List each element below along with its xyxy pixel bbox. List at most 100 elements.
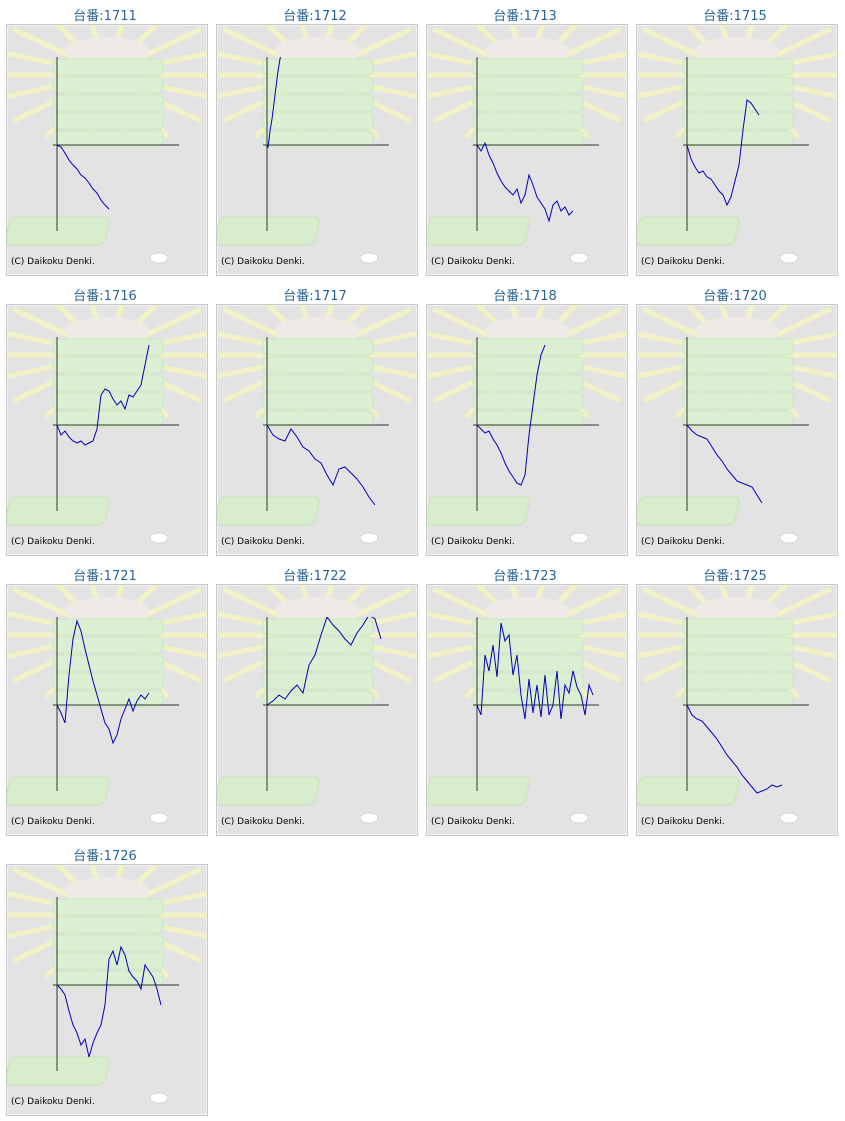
machine-card: 台番:1718 (C) Daikoku Denki. bbox=[420, 280, 630, 560]
tray bbox=[52, 392, 164, 410]
tray bbox=[682, 112, 794, 130]
bottom-tray bbox=[217, 496, 320, 526]
machine-title[interactable]: 台番:1726 bbox=[73, 849, 137, 864]
machine-title[interactable]: 台番:1717 bbox=[283, 289, 347, 304]
tray bbox=[472, 410, 584, 428]
tray bbox=[52, 672, 164, 690]
ball-pile bbox=[65, 317, 149, 345]
tray bbox=[472, 636, 584, 654]
tray bbox=[682, 338, 794, 356]
bottom-tray bbox=[7, 776, 110, 806]
copyright-text: (C) Daikoku Denki. bbox=[641, 257, 725, 267]
tray bbox=[262, 672, 374, 690]
ball-pile bbox=[695, 597, 779, 625]
tray bbox=[472, 618, 584, 636]
background-illustration bbox=[637, 25, 837, 264]
tray bbox=[262, 94, 374, 112]
machine-title[interactable]: 台番:1725 bbox=[703, 569, 767, 584]
tray bbox=[52, 618, 164, 636]
bottom-tray bbox=[217, 776, 320, 806]
background-illustration bbox=[217, 25, 417, 264]
series-line bbox=[56, 945, 162, 1058]
chart-panel: (C) Daikoku Denki. bbox=[426, 24, 628, 276]
background-illustration bbox=[637, 585, 837, 824]
tray bbox=[472, 374, 584, 392]
ball-pile bbox=[485, 317, 569, 345]
line-chart bbox=[637, 25, 837, 264]
series-line bbox=[476, 622, 594, 720]
tray bbox=[472, 654, 584, 672]
machine-card: 台番:1715 (C) Daikoku Denki. bbox=[630, 0, 840, 280]
copyright-text: (C) Daikoku Denki. bbox=[641, 817, 725, 827]
tray bbox=[52, 916, 164, 934]
tray bbox=[682, 374, 794, 392]
tray bbox=[52, 94, 164, 112]
coin-icon bbox=[569, 532, 589, 544]
coin-icon bbox=[779, 532, 799, 544]
line-chart bbox=[7, 305, 207, 544]
bottom-tray bbox=[637, 776, 740, 806]
tray bbox=[682, 76, 794, 94]
machine-title[interactable]: 台番:1711 bbox=[73, 9, 137, 24]
chart-panel: (C) Daikoku Denki. bbox=[636, 24, 838, 276]
line-chart bbox=[427, 25, 627, 264]
line-chart bbox=[217, 305, 417, 544]
machine-title[interactable]: 台番:1716 bbox=[73, 289, 137, 304]
tray bbox=[262, 356, 374, 374]
coin-icon bbox=[149, 812, 169, 824]
machine-title[interactable]: 台番:1712 bbox=[283, 9, 347, 24]
chart-panel: (C) Daikoku Denki. bbox=[216, 24, 418, 276]
copyright-text: (C) Daikoku Denki. bbox=[11, 257, 95, 267]
tray bbox=[262, 618, 374, 636]
tray bbox=[682, 690, 794, 708]
line-chart bbox=[7, 585, 207, 824]
coin-icon bbox=[569, 812, 589, 824]
machine-card: 台番:1713 (C) Daikoku Denki. bbox=[420, 0, 630, 280]
machine-card: 台番:1726 (C) Daikoku Denki. bbox=[0, 840, 210, 1120]
background-illustration bbox=[427, 25, 627, 264]
tray bbox=[262, 338, 374, 356]
machine-title[interactable]: 台番:1723 bbox=[493, 569, 557, 584]
copyright-text: (C) Daikoku Denki. bbox=[221, 537, 305, 547]
background-illustration bbox=[637, 305, 837, 544]
tray bbox=[682, 654, 794, 672]
bottom-tray bbox=[637, 496, 740, 526]
tray bbox=[682, 392, 794, 410]
tray bbox=[682, 636, 794, 654]
tray bbox=[472, 356, 584, 374]
tray bbox=[262, 410, 374, 428]
tray bbox=[52, 58, 164, 76]
machine-title[interactable]: 台番:1713 bbox=[493, 9, 557, 24]
machine-card: 台番:1725 (C) Daikoku Denki. bbox=[630, 560, 840, 840]
copyright-text: (C) Daikoku Denki. bbox=[431, 537, 515, 547]
tray bbox=[472, 338, 584, 356]
series-line bbox=[56, 144, 110, 210]
series-line bbox=[56, 619, 150, 745]
machine-title[interactable]: 台番:1720 bbox=[703, 289, 767, 304]
machine-title[interactable]: 台番:1718 bbox=[493, 289, 557, 304]
tray bbox=[52, 112, 164, 130]
coin-icon bbox=[149, 1092, 169, 1104]
copyright-text: (C) Daikoku Denki. bbox=[11, 537, 95, 547]
background-illustration bbox=[7, 25, 207, 264]
chart-panel: (C) Daikoku Denki. bbox=[426, 304, 628, 556]
machine-title[interactable]: 台番:1722 bbox=[283, 569, 347, 584]
copyright-text: (C) Daikoku Denki. bbox=[431, 817, 515, 827]
chart-panel: (C) Daikoku Denki. bbox=[6, 864, 208, 1116]
bottom-tray bbox=[7, 216, 110, 246]
tray bbox=[262, 58, 374, 76]
series-line bbox=[686, 424, 763, 504]
line-chart bbox=[7, 25, 207, 264]
chart-panel: (C) Daikoku Denki. bbox=[216, 304, 418, 556]
ball-pile bbox=[695, 37, 779, 65]
machine-title[interactable]: 台番:1715 bbox=[703, 9, 767, 24]
background-illustration bbox=[7, 865, 207, 1104]
machine-title[interactable]: 台番:1721 bbox=[73, 569, 137, 584]
line-chart bbox=[427, 585, 627, 824]
chart-panel: (C) Daikoku Denki. bbox=[636, 584, 838, 836]
bottom-tray bbox=[217, 216, 320, 246]
tray bbox=[52, 934, 164, 952]
ball-pile bbox=[695, 317, 779, 345]
series-line bbox=[56, 344, 150, 446]
tray bbox=[262, 392, 374, 410]
